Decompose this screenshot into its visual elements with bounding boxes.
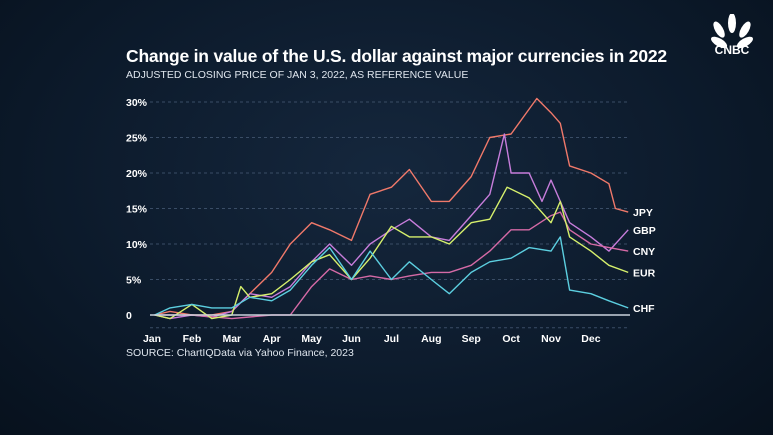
- source-note: SOURCE: ChartIQData via Yahoo Finance, 2…: [126, 347, 354, 359]
- series-label-cny: CNY: [633, 246, 655, 258]
- chart-subtitle: ADJUSTED CLOSING PRICE OF JAN 3, 2022, A…: [126, 69, 469, 81]
- series-line-eur: [154, 186, 629, 320]
- y-tick-label: 10%: [126, 239, 148, 251]
- series-line-jpy: [154, 97, 629, 316]
- x-tick-label: May: [301, 333, 322, 345]
- series-label-gbp: GBP: [633, 225, 656, 237]
- x-tick-label: Nov: [541, 333, 561, 345]
- series-line-cny: [154, 211, 629, 320]
- series-label-eur: EUR: [633, 267, 656, 279]
- x-tick-label: Oct: [502, 333, 520, 345]
- x-tick-label: Feb: [183, 333, 202, 345]
- series-line-chf: [154, 236, 629, 316]
- y-tick-label: 0: [126, 310, 132, 322]
- x-tick-label: Jul: [384, 333, 399, 345]
- x-tick-label: Sep: [462, 333, 481, 345]
- x-tick-label: Aug: [421, 333, 441, 345]
- y-tick-label: 25%: [126, 133, 148, 145]
- cnbc-logo: CNBC: [711, 14, 753, 56]
- x-tick-label: Dec: [581, 333, 600, 345]
- y-tick-label: 20%: [126, 168, 148, 180]
- series-label-jpy: JPY: [633, 207, 653, 219]
- x-tick-label: Jan: [143, 333, 161, 345]
- x-tick-label: Apr: [263, 333, 281, 345]
- y-tick-label: 15%: [126, 204, 148, 216]
- x-tick-label: Mar: [222, 333, 241, 345]
- chart-title: Change in value of the U.S. dollar again…: [126, 46, 667, 66]
- y-tick-label: 5%: [126, 275, 142, 287]
- x-tick-label: Jun: [342, 333, 361, 345]
- svg-text:CNBC: CNBC: [715, 43, 750, 56]
- series-line-gbp: [154, 133, 629, 320]
- y-tick-label: 30%: [126, 97, 148, 109]
- series-label-chf: CHF: [633, 303, 655, 315]
